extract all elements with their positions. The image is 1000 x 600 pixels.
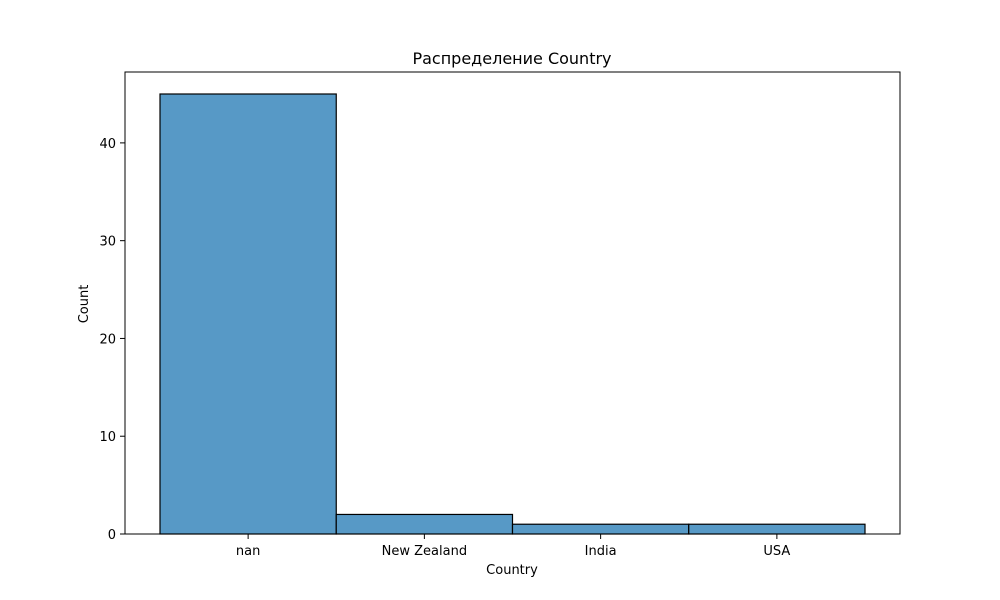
x-tick-label-0: nan	[236, 544, 260, 559]
axes-frame	[124, 71, 901, 535]
y-tick-label-3: 30	[99, 235, 116, 250]
y-tick-label-2: 20	[99, 332, 116, 347]
y-tick-label-0: 0	[108, 528, 116, 543]
bar-2	[511, 523, 690, 535]
x-axis-label: Country	[486, 563, 538, 578]
x-tick-label-1: New Zealand	[382, 544, 467, 559]
bar-3	[688, 523, 866, 535]
bar-0	[159, 93, 337, 535]
y-axis-label: Count	[77, 285, 92, 324]
chart-title: Распределение Country	[412, 49, 611, 68]
y-tick-label-4: 40	[99, 137, 116, 152]
plot-area: 0 10 20 30 40 nan New Zealand India USA	[99, 71, 901, 559]
x-tick-label-3: USA	[763, 544, 790, 559]
bar-1	[335, 513, 514, 535]
y-tick-label-1: 10	[99, 430, 116, 445]
x-tick-label-2: India	[585, 544, 617, 559]
